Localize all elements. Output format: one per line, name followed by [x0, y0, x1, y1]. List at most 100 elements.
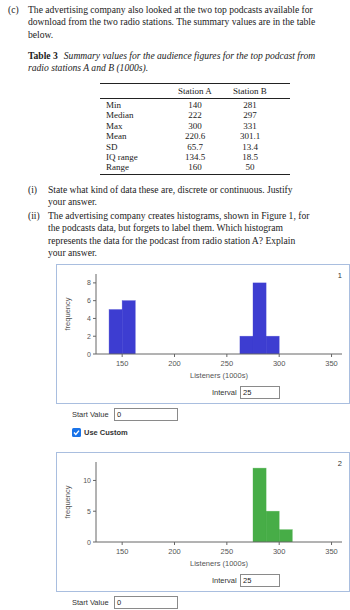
- histogram-bar: [253, 468, 266, 542]
- x-axis: [96, 542, 342, 543]
- table-cell: 331: [220, 121, 280, 131]
- question-text: The advertising company also looked at t…: [28, 4, 338, 41]
- start-value-label: Start Value: [72, 598, 109, 607]
- y-tick: [93, 282, 96, 283]
- y-tick-label: 4: [87, 315, 91, 322]
- table-rule: [100, 98, 290, 99]
- table-cell: 222: [165, 110, 225, 120]
- x-tick: [174, 542, 175, 545]
- y-tick-label: 2: [87, 333, 91, 340]
- caption-text: Summary values for the audience figures …: [28, 50, 315, 73]
- interval-input[interactable]: 25: [240, 386, 280, 399]
- row-label: Min: [106, 100, 121, 110]
- table-caption: Table 3Summary values for the audience f…: [28, 50, 328, 75]
- x-tick: [122, 354, 123, 357]
- y-tick: [93, 300, 96, 301]
- x-tick-label: 250: [221, 547, 234, 556]
- bars: [253, 468, 292, 542]
- x-axis-label: Listeners (1000s): [190, 371, 248, 380]
- table-cell: 300: [165, 121, 225, 131]
- table-cell: 301.1: [220, 131, 280, 141]
- interval-input[interactable]: 25: [240, 574, 280, 587]
- histogram-bar: [279, 530, 292, 542]
- table-cell: 18.5: [220, 152, 280, 162]
- y-tick-label: 6: [87, 297, 91, 304]
- part-label: (i): [28, 184, 37, 196]
- row-label: IQ range: [106, 152, 138, 162]
- question-label: (c): [8, 4, 19, 16]
- interval-label: Interval: [212, 388, 237, 397]
- table-cell: 134.5: [165, 152, 225, 162]
- x-tick-label: 250: [221, 359, 234, 368]
- x-tick: [279, 542, 280, 545]
- y-tick-label: 0: [87, 351, 91, 358]
- bars: [109, 283, 279, 354]
- table-header: Station B: [220, 85, 280, 97]
- table-cell: 140: [165, 100, 225, 110]
- x-tick: [122, 542, 123, 545]
- x-tick-label: 350: [325, 359, 338, 368]
- caption-label: Table 3: [28, 50, 58, 61]
- checkbox[interactable]: [72, 428, 81, 437]
- y-tick-label: 8: [87, 279, 91, 286]
- y-axis-label: frequency: [63, 485, 72, 518]
- x-axis: [96, 354, 342, 355]
- row-label: SD: [106, 142, 118, 152]
- checkbox-tick: [74, 431, 79, 435]
- x-tick-label: 200: [168, 359, 181, 368]
- part-text: State what kind of data these are, discr…: [48, 184, 310, 209]
- checkbox-box: [72, 428, 81, 437]
- row-label: Median: [106, 110, 134, 120]
- y-tick: [93, 542, 96, 543]
- y-tick: [93, 336, 96, 337]
- x-tick: [279, 354, 280, 357]
- start-value-input[interactable]: 0: [114, 596, 178, 609]
- y-axis: [96, 462, 97, 542]
- y-tick: [93, 511, 96, 512]
- x-axis-label: Listeners (1000s): [190, 559, 248, 568]
- y-tick-label: 0: [87, 539, 91, 546]
- y-tick: [93, 318, 96, 319]
- y-tick: [93, 354, 96, 355]
- x-tick-label: 300: [273, 359, 286, 368]
- table-cell: 297: [220, 110, 280, 120]
- y-tick: [93, 480, 96, 481]
- part-text: The advertising company creates histogra…: [48, 210, 310, 260]
- histogram-bar: [266, 511, 279, 542]
- x-tick-label: 200: [168, 547, 181, 556]
- x-tick: [226, 542, 227, 545]
- table-cell: 13.4: [220, 142, 280, 152]
- y-axis: [96, 274, 97, 354]
- table-rule: [100, 83, 290, 84]
- panel-number: 2: [338, 459, 342, 468]
- table-rule: [100, 174, 290, 175]
- histogram-bar: [240, 336, 253, 354]
- histogram-bar: [109, 310, 122, 354]
- y-tick-label: 10: [83, 477, 91, 484]
- x-tick-label: 300: [273, 547, 286, 556]
- histogram-chart: 15020025030035002468frequencyListeners (…: [56, 264, 350, 404]
- x-tick: [331, 354, 332, 357]
- y-tick-label: 5: [87, 508, 91, 515]
- start-value-label: Start Value: [72, 410, 109, 419]
- x-tick: [226, 354, 227, 357]
- histogram-chart: 150 200 250 300 350 0 5 10 frequency Listeners (1…: [56, 452, 350, 592]
- histogram-bar: [253, 283, 266, 354]
- table-header: Station A: [165, 85, 225, 97]
- histogram-bar: [122, 301, 135, 354]
- part-label: (ii): [28, 210, 40, 222]
- table-cell: 160: [165, 162, 225, 172]
- x-tick: [331, 542, 332, 545]
- table-cell: 50: [220, 162, 280, 172]
- use-custom-label: Use Custom: [84, 428, 128, 437]
- table-cell: 65.7: [165, 142, 225, 152]
- row-label: Range: [106, 162, 129, 172]
- start-value-input[interactable]: 0: [114, 408, 178, 421]
- panel-number: 1: [338, 271, 342, 280]
- chart-frame: [57, 265, 350, 404]
- row-label: Max: [106, 121, 123, 131]
- interval-label: Interval: [212, 576, 237, 585]
- x-tick-label: 350: [325, 547, 338, 556]
- x-tick-label: 150: [116, 547, 129, 556]
- chart-frame: [57, 453, 350, 592]
